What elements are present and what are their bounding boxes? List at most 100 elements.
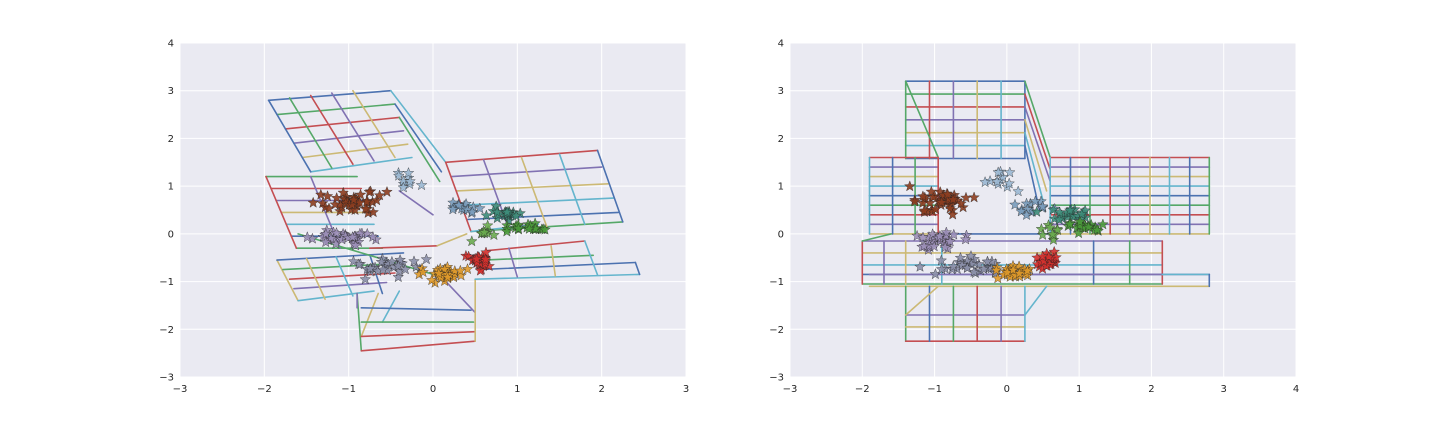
- x-tick-label: −2: [257, 384, 272, 395]
- star-point: [1020, 209, 1033, 220]
- grid-line: [398, 116, 441, 183]
- grid-line: [284, 116, 401, 130]
- star-point: [441, 271, 454, 283]
- star-point: [954, 252, 967, 263]
- star-point: [501, 225, 513, 237]
- y-tick-label: −2: [769, 325, 784, 336]
- grid-line: [1024, 131, 1044, 202]
- star-point: [1097, 218, 1109, 230]
- star-point: [408, 255, 420, 267]
- star-point: [330, 227, 343, 239]
- grid-line: [293, 281, 388, 290]
- star-point: [911, 229, 923, 241]
- star-point: [934, 230, 946, 242]
- star-point: [347, 193, 360, 205]
- star-point: [329, 198, 341, 210]
- left-chart: −3 −2 −1 0 1 2 3 −3 −2 −1 0 1 2 3 4: [159, 39, 689, 396]
- grid-line: [1024, 119, 1048, 192]
- star-point: [960, 191, 972, 203]
- star-point: [337, 186, 349, 198]
- star-point: [392, 260, 405, 271]
- grid-line: [381, 290, 401, 323]
- star-point: [321, 190, 334, 202]
- x-tick-label: 0: [1004, 384, 1010, 395]
- right-chart: −3 −2 −1 0 1 2 3 4 −3 −2 −1 0 1 2 3 4: [769, 39, 1299, 396]
- grid-line: [297, 290, 375, 302]
- grid-line: [436, 233, 468, 247]
- star-point: [942, 188, 954, 200]
- star-point: [478, 226, 491, 238]
- star-point: [346, 231, 359, 243]
- grid-line: [482, 254, 595, 261]
- star-point: [944, 235, 956, 247]
- star-point: [455, 269, 467, 281]
- grid-line: [288, 97, 333, 169]
- star-point: [968, 191, 980, 203]
- star-point: [399, 263, 412, 275]
- y-tick-label: 4: [778, 39, 784, 50]
- star-point: [917, 190, 929, 202]
- star-point: [959, 233, 972, 245]
- star-point: [1021, 264, 1034, 276]
- x-tick-label: 2: [598, 384, 604, 395]
- star-point: [474, 202, 486, 214]
- star-point: [315, 188, 327, 200]
- star-point: [955, 197, 967, 209]
- grid-line: [293, 130, 405, 144]
- x-tick-label: 3: [683, 384, 689, 395]
- left-tick-labels: −3 −2 −1 0 1 2 3 −3 −2 −1 0 1 2 3 4: [159, 39, 689, 396]
- grid-line: [486, 240, 586, 252]
- star-point: [393, 169, 405, 181]
- grid-line: [583, 240, 599, 276]
- star-point: [1064, 218, 1076, 230]
- grid-line: [444, 161, 472, 233]
- star-point: [1074, 219, 1086, 231]
- grid-line: [1024, 285, 1048, 316]
- star-point: [981, 255, 994, 267]
- star-point: [1035, 223, 1048, 235]
- grid-line: [309, 156, 413, 173]
- star-point: [1031, 205, 1043, 217]
- star-point: [461, 263, 474, 274]
- grid-line: [330, 92, 375, 162]
- y-tick-label: 1: [778, 182, 784, 193]
- star-point: [454, 264, 467, 276]
- star-point: [360, 196, 373, 207]
- grid-line: [267, 99, 312, 173]
- star-point: [1072, 227, 1085, 239]
- star-point: [909, 195, 921, 207]
- star-point: [510, 210, 522, 221]
- x-tick-label: −3: [783, 384, 798, 395]
- grid-line: [1024, 93, 1051, 171]
- star-point: [482, 219, 494, 231]
- star-point: [480, 209, 493, 221]
- x-tick-label: −3: [173, 384, 188, 395]
- star-point: [461, 203, 473, 215]
- y-tick-label: 0: [778, 229, 784, 240]
- right-axis-grid: [789, 42, 1297, 378]
- star-point: [991, 175, 1003, 187]
- grid-line: [267, 89, 392, 102]
- star-point: [1003, 177, 1015, 189]
- grid-line: [1024, 106, 1051, 183]
- star-point: [997, 171, 1009, 183]
- star-point: [470, 253, 483, 265]
- grid-line: [352, 89, 396, 159]
- star-point: [1091, 223, 1103, 235]
- star-point: [926, 228, 939, 240]
- star-point: [928, 240, 940, 252]
- star-point: [349, 239, 362, 251]
- star-point: [940, 226, 953, 238]
- star-point: [347, 255, 360, 267]
- grid-line: [478, 261, 637, 271]
- star-point: [349, 204, 361, 216]
- grid-line: [558, 153, 586, 226]
- star-point: [1009, 198, 1021, 210]
- y-tick-label: −1: [159, 277, 174, 288]
- grid-line: [276, 103, 396, 116]
- star-point: [402, 167, 415, 178]
- grid-line: [276, 259, 299, 302]
- star-point: [503, 214, 515, 226]
- grid-line: [474, 273, 641, 281]
- star-point: [935, 263, 948, 275]
